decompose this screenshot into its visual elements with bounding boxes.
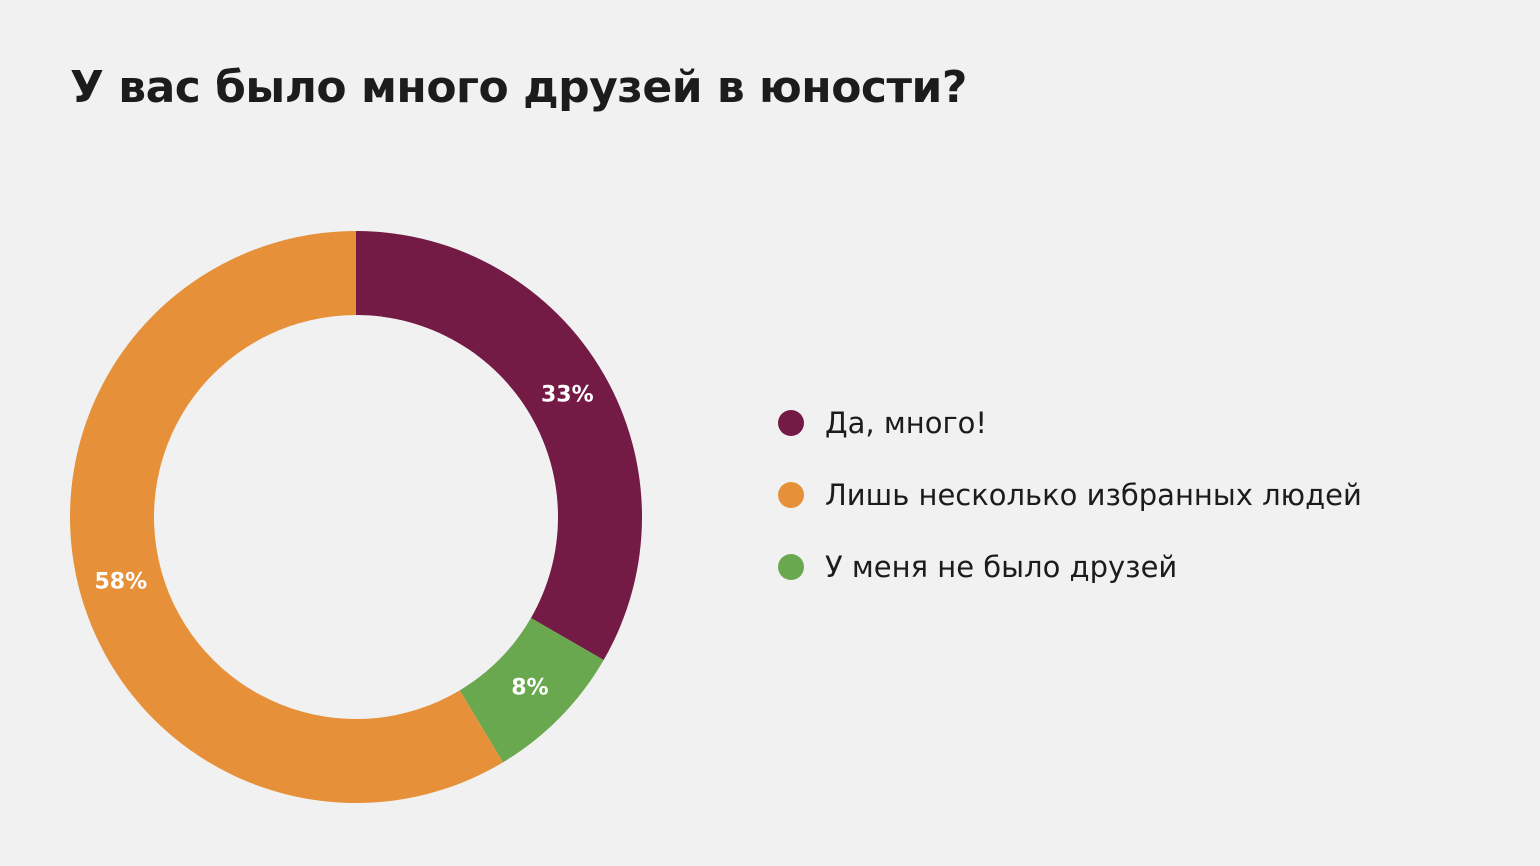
slice-0-value-label: 33% <box>541 383 594 408</box>
slice-1-value-label: 58% <box>94 570 147 595</box>
slice-0-arc <box>356 231 642 660</box>
slice-1-arc <box>69 231 503 803</box>
slice-2-value-label: 8% <box>511 676 548 701</box>
chart-title: У вас было много друзей в юности? <box>70 62 967 113</box>
legend-swatch <box>778 482 804 508</box>
slice-2-arc <box>459 618 604 763</box>
chart-legend: Да, много! Лишь несколько избранных людей… <box>778 403 1362 619</box>
legend-label: У меня не было друзей <box>825 550 1178 584</box>
legend-label: Да, много! <box>825 406 988 440</box>
legend-swatch <box>778 410 804 436</box>
donut-chart: 33% 8% 58% <box>69 231 642 803</box>
legend-item: У меня не было друзей <box>778 547 1362 587</box>
legend-item: Да, много! <box>778 403 1362 443</box>
legend-label: Лишь несколько избранных людей <box>825 478 1362 512</box>
legend-item: Лишь несколько избранных людей <box>778 475 1362 515</box>
legend-swatch <box>778 554 804 580</box>
